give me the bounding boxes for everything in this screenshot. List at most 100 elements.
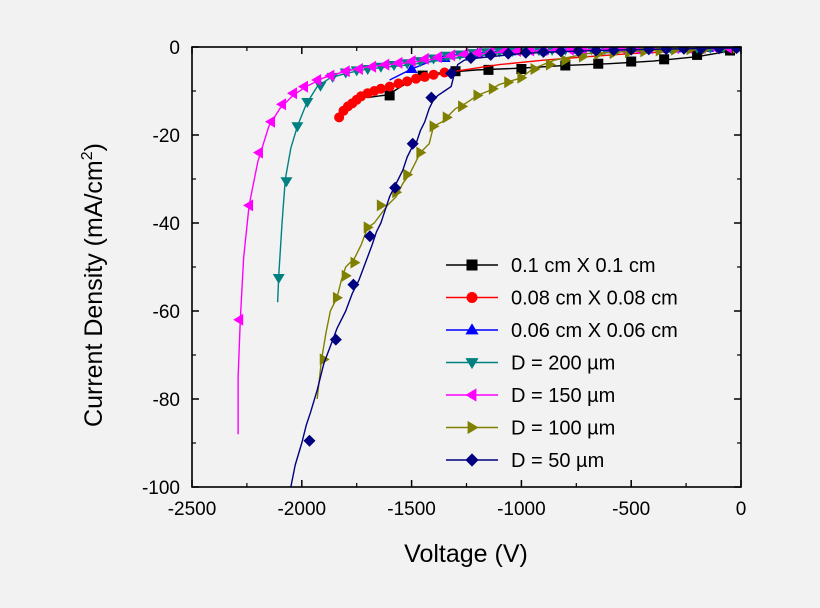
data-point — [363, 230, 376, 243]
data-point — [389, 181, 402, 194]
data-point — [519, 47, 532, 59]
x-tick-label: 0 — [736, 499, 747, 520]
legend-label: D = 200 µm — [511, 353, 615, 375]
legend-marker — [465, 358, 479, 370]
data-point — [363, 221, 374, 234]
legend-label: D = 100 µm — [511, 418, 615, 440]
data-point — [517, 71, 528, 84]
data-point — [314, 81, 327, 92]
legend-marker — [465, 453, 479, 467]
data-point — [516, 64, 527, 74]
y-tick-label: -80 — [153, 390, 180, 411]
legend-item: 0.08 cm X 0.08 cm — [446, 288, 678, 310]
data-point — [366, 60, 377, 73]
data-point — [416, 146, 427, 159]
data-point — [297, 80, 308, 93]
data-point — [572, 47, 585, 57]
data-point — [403, 168, 414, 181]
x-tick-label: -500 — [612, 499, 650, 520]
data-point — [445, 49, 456, 62]
data-point — [473, 89, 484, 102]
data-point — [324, 69, 335, 82]
data-point — [410, 73, 421, 84]
data-point — [502, 47, 515, 60]
data-point — [590, 47, 603, 57]
legend-marker — [465, 388, 477, 402]
legend-label: 0.08 cm X 0.08 cm — [511, 288, 678, 310]
data-point — [311, 74, 322, 86]
data-point — [375, 83, 386, 94]
x-tick-label: -2000 — [277, 499, 326, 520]
data-point — [429, 120, 440, 133]
data-point — [561, 54, 572, 67]
data-point — [660, 47, 673, 55]
data-point — [484, 48, 497, 61]
legend-marker — [467, 420, 479, 435]
data-point — [713, 47, 726, 55]
data-point — [379, 58, 390, 71]
data-point — [291, 122, 304, 133]
y-tick-label: -100 — [142, 478, 180, 499]
data-point — [692, 49, 703, 60]
legend-label: D = 150 µm — [511, 385, 615, 407]
data-point — [329, 333, 342, 346]
data-point — [243, 199, 254, 212]
data-point — [347, 278, 360, 291]
data-point — [376, 199, 387, 212]
data-point — [392, 56, 403, 69]
legend-item: D = 150 µm — [446, 385, 615, 407]
data-point — [265, 115, 276, 128]
data-point — [458, 100, 469, 113]
y-axis-label-sup: 2 — [79, 151, 96, 160]
data-point — [384, 81, 395, 92]
y-tick-label: -60 — [153, 302, 180, 323]
data-point — [560, 60, 571, 71]
data-point — [730, 47, 741, 55]
data-point — [545, 58, 556, 71]
data-point — [677, 47, 690, 55]
legend-marker — [465, 323, 479, 335]
series-layer — [233, 47, 741, 487]
data-point — [593, 58, 604, 69]
data-point — [607, 47, 620, 57]
data-point — [332, 291, 343, 304]
data-point — [695, 47, 708, 55]
data-point — [406, 137, 419, 150]
x-tick-label: -1000 — [497, 499, 546, 520]
x-tick-label: -2500 — [168, 499, 217, 520]
data-point — [301, 98, 314, 108]
data-point — [384, 90, 395, 101]
data-point — [504, 76, 515, 89]
legend-label: 0.06 cm X 0.06 cm — [511, 320, 678, 342]
data-point — [276, 98, 287, 111]
data-point — [252, 146, 263, 159]
data-point — [488, 82, 499, 95]
data-point — [642, 47, 655, 56]
data-point — [402, 76, 413, 87]
legend-marker — [466, 259, 478, 271]
y-tick-label: -20 — [153, 126, 180, 147]
data-point — [554, 47, 567, 58]
legend-item: 0.1 cm X 0.1 cm — [446, 255, 656, 277]
data-point — [287, 87, 298, 100]
x-axis-label: Voltage (V) — [404, 540, 528, 568]
data-point — [458, 48, 469, 61]
y-axis-label-main: Current Density (mA/cm — [80, 160, 108, 427]
data-point — [303, 434, 316, 447]
data-point — [405, 63, 418, 73]
legend-item: D = 50 µm — [446, 450, 604, 472]
data-point — [445, 67, 458, 80]
series-6 — [290, 47, 741, 487]
data-point — [233, 313, 244, 326]
legend-item: D = 100 µm — [446, 418, 615, 440]
y-tick-label: -40 — [153, 214, 180, 235]
y-axis-label: Current Density (mA/cm2) — [79, 143, 108, 427]
data-point — [393, 78, 404, 89]
data-point — [418, 52, 429, 65]
data-point — [352, 63, 363, 75]
legend-item: 0.06 cm X 0.06 cm — [446, 320, 678, 342]
data-point — [442, 111, 453, 124]
data-point — [530, 63, 541, 75]
legend-marker — [466, 292, 478, 303]
